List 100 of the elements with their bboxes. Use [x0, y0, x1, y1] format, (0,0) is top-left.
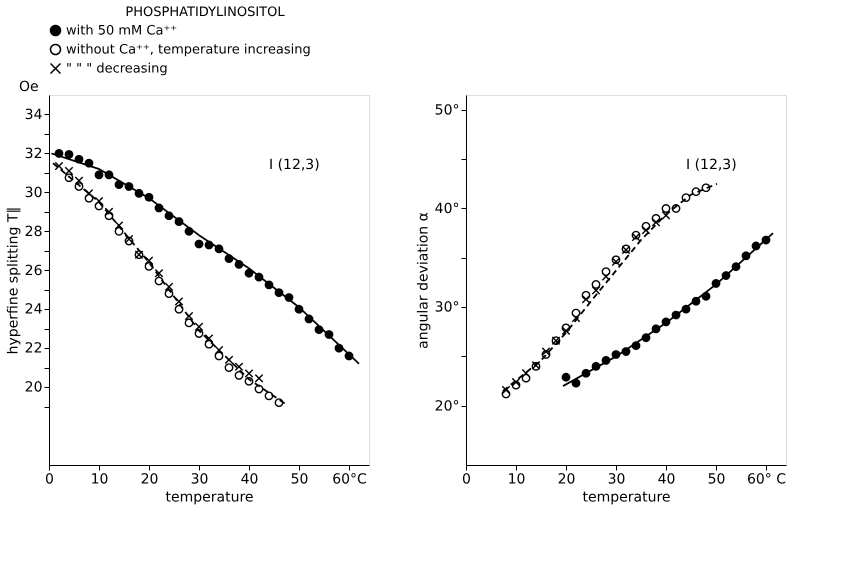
- point: [64, 150, 74, 159]
- point: [652, 214, 660, 223]
- point: [114, 180, 124, 189]
- x-tick-label: 10: [90, 472, 108, 488]
- point: [224, 363, 234, 372]
- point: [602, 356, 610, 365]
- x-axis-title: temperature: [166, 490, 254, 506]
- point: [642, 222, 650, 231]
- x-tick-label: 0: [45, 472, 54, 488]
- point: [104, 170, 114, 180]
- point: [742, 251, 750, 260]
- x-tick-label: 0: [462, 472, 471, 488]
- y-tick-label: 40°: [434, 200, 460, 217]
- point: [542, 350, 550, 359]
- point: [164, 211, 174, 220]
- point: [562, 372, 570, 382]
- point: [114, 221, 124, 230]
- point: [144, 192, 154, 202]
- x-tick-label: 40: [240, 472, 258, 488]
- point: [334, 344, 344, 353]
- y-tick-label: 22: [24, 340, 42, 357]
- point: [254, 374, 264, 383]
- x-axis-title: temperature: [582, 490, 670, 506]
- point: [314, 325, 324, 334]
- point: [512, 378, 520, 387]
- point: [652, 218, 660, 227]
- point: [702, 292, 710, 301]
- point: [74, 154, 84, 164]
- point: [274, 288, 284, 298]
- point: [662, 318, 670, 326]
- point: [254, 384, 264, 394]
- point: [512, 380, 520, 390]
- point: [712, 279, 720, 288]
- point: [104, 211, 114, 220]
- point: [234, 371, 244, 380]
- point: [582, 290, 590, 300]
- point: [692, 296, 700, 306]
- point: [244, 376, 254, 386]
- point: [562, 326, 570, 336]
- point: [254, 272, 264, 282]
- point: [194, 240, 204, 248]
- point: [134, 188, 144, 198]
- point: [174, 297, 184, 306]
- y-tick-label: 26: [24, 262, 43, 279]
- point: [672, 310, 680, 320]
- x-tick-label: 50: [290, 472, 308, 488]
- y-tick-label: 20: [24, 380, 42, 396]
- point: [762, 236, 770, 244]
- point: [522, 368, 530, 378]
- point: [324, 330, 334, 339]
- point: [702, 183, 710, 192]
- point: [264, 391, 274, 400]
- point: [752, 242, 760, 250]
- point: [114, 226, 124, 236]
- point: [234, 260, 244, 269]
- y-tick-label: 32: [24, 146, 42, 162]
- point: [204, 240, 214, 250]
- point: [84, 158, 94, 168]
- legend-label: " " " decreasing: [66, 62, 168, 76]
- point: [64, 166, 74, 176]
- point: [642, 226, 650, 235]
- point: [154, 268, 164, 278]
- point: [184, 226, 194, 236]
- y-axis-title: angular deviation α: [416, 212, 432, 349]
- point: [94, 170, 104, 180]
- point: [54, 149, 64, 158]
- point: [304, 314, 314, 324]
- point: [144, 262, 154, 271]
- point: [234, 362, 244, 372]
- point: [642, 333, 650, 342]
- point: [124, 182, 134, 191]
- point: [502, 390, 510, 398]
- point: [224, 254, 234, 263]
- y-tick-label: 28: [24, 224, 42, 240]
- x-tick-label: 20: [140, 472, 158, 488]
- y-tick-label: 34: [24, 106, 43, 123]
- y-axis-title: hyperfine splitting T∥: [6, 206, 22, 354]
- text: Oe: [19, 79, 39, 95]
- x-tick-label: 10: [508, 472, 526, 488]
- x-tick-label: 30: [190, 472, 208, 488]
- annotation: I (12,3): [686, 157, 737, 173]
- legend-title: PHOSPHATIDYLINOSITOL: [125, 5, 286, 20]
- point: [294, 304, 304, 314]
- point: [174, 217, 184, 226]
- point: [174, 304, 184, 314]
- point: [632, 232, 640, 242]
- point: [84, 188, 94, 198]
- x-tick-label: 20: [558, 472, 576, 488]
- point: [572, 378, 580, 388]
- point: [582, 368, 590, 378]
- point: [692, 187, 700, 196]
- x-tick-label: 50: [708, 472, 726, 488]
- line-series: [562, 232, 774, 387]
- point: [54, 162, 64, 170]
- y-tick-label: 50°: [434, 102, 460, 118]
- point: [592, 362, 600, 371]
- x-tick-label: 60°C: [332, 472, 368, 488]
- point: [542, 347, 550, 356]
- point: [184, 312, 194, 320]
- legend-label: with 50 mM Ca⁺⁺: [66, 24, 178, 38]
